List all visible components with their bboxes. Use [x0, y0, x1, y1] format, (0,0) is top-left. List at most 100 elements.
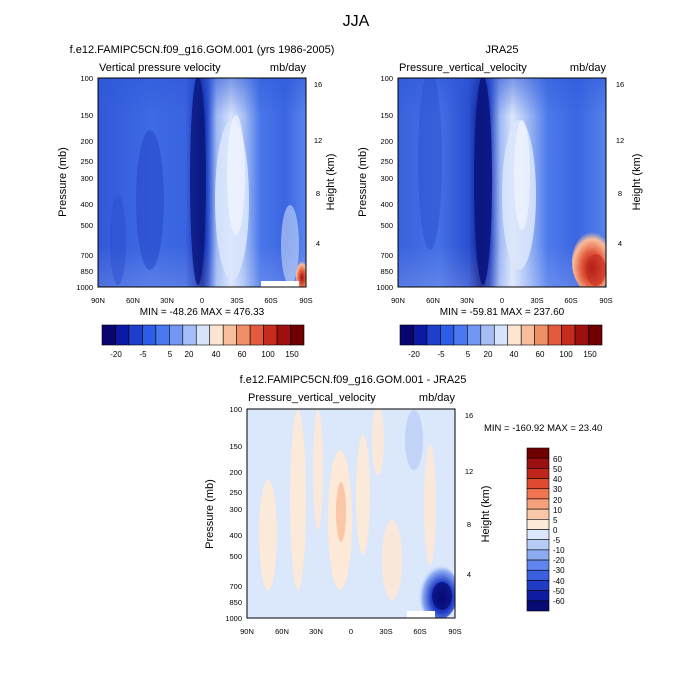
x-tick-label: 30S [379, 627, 392, 636]
colorbar-label: 40 [212, 350, 221, 359]
y-tick-label: 850 [380, 267, 393, 276]
y-tick-label: 700 [380, 251, 393, 260]
colorbar-label: -5 [437, 350, 445, 359]
y-tick-label: 100 [229, 405, 242, 414]
colorbar-label: -30 [553, 566, 565, 575]
colorbar-label: 20 [553, 496, 562, 505]
x-tick-label: 90S [299, 296, 312, 305]
x-tick-label: 30S [530, 296, 543, 305]
colorbar-swatch [426, 324, 441, 346]
contour-field [98, 78, 306, 287]
y-tick-label: 400 [80, 200, 93, 209]
panel-obs: JRA25 Pressure_vertical_velocity mb/day … [357, 44, 643, 359]
colorbar-swatch [526, 590, 550, 602]
height-tick-label: 16 [616, 80, 624, 89]
y-tick-label: 400 [229, 531, 242, 540]
colorbar-label: 5 [168, 350, 173, 359]
x-tick-label: 60N [275, 627, 289, 636]
x-tick-label: 60N [126, 296, 140, 305]
colorbar-swatch [290, 324, 305, 346]
y-tick-label: 300 [229, 505, 242, 514]
y-tick-label: 250 [80, 157, 93, 166]
y-tick-label: 300 [380, 174, 393, 183]
panel-model: f.e12.FAMIPC5CN.f09_g16.GOM.001 (yrs 198… [57, 44, 337, 359]
y-tick-label: 700 [80, 251, 93, 260]
y-tick-label: 400 [380, 200, 393, 209]
colorbar-swatch [101, 324, 116, 346]
colorbar-swatch [526, 519, 550, 530]
x-ticks: 90N 60N 30N 0 30S 60S 90S [240, 627, 462, 636]
y-tick-label: 100 [80, 74, 93, 83]
panel-difference: f.e12.FAMIPC5CN.f09_g16.GOM.001 - JRA25 … [204, 374, 602, 636]
height-tick-label: 12 [616, 136, 624, 145]
y-tick-label: 200 [80, 137, 93, 146]
contour-field [398, 78, 606, 287]
colorbar-label: 5 [553, 516, 558, 525]
y-tick-label: 100 [380, 74, 393, 83]
colorbar-swatch [249, 324, 264, 346]
colorbar-label: 50 [553, 465, 562, 474]
colorbar-label: -10 [553, 546, 565, 555]
y-tick-label: 850 [80, 267, 93, 276]
panel-subtitle-right: mb/day [270, 62, 307, 74]
colorbar-labels: -20 -5 5 20 40 60 100 150 [408, 350, 597, 359]
colorbar-swatch [182, 324, 197, 346]
x-tick-label: 90S [448, 627, 461, 636]
colorbar-swatch [195, 324, 211, 346]
colorbar-label: -40 [553, 577, 565, 586]
x-ticks: 90N 60N 30N 0 30S 60S 90S [91, 296, 313, 305]
colorbar-swatch [588, 324, 603, 346]
colorbar-swatch [526, 549, 550, 561]
colorbar-label: 150 [285, 350, 299, 359]
colorbar-swatch [128, 324, 143, 346]
x-tick-label: 0 [500, 296, 504, 305]
y-tick-label: 500 [229, 552, 242, 561]
height-tick-label: 12 [465, 467, 473, 476]
colorbar-label: 40 [510, 350, 519, 359]
panel-subtitle-left: Pressure_vertical_velocity [248, 392, 376, 404]
panel-title: f.e12.FAMIPC5CN.f09_g16.GOM.001 - JRA25 [240, 374, 467, 386]
colorbar-swatch [222, 324, 237, 346]
contour-field [247, 409, 455, 618]
colorbar-swatch [276, 324, 291, 346]
x-ticks: 90N 60N 30N 0 30S 60S 90S [391, 296, 613, 305]
y-ticks-left: 100 150 200 250 300 400 500 700 850 1000 [225, 405, 242, 623]
height-tick-label: 4 [467, 570, 471, 579]
colorbar-swatch [574, 324, 589, 346]
colorbar-label: 20 [484, 350, 493, 359]
height-tick-label: 4 [618, 239, 622, 248]
height-tick-label: 16 [314, 80, 322, 89]
x-tick-label: 30N [309, 627, 323, 636]
x-tick-label: 60S [564, 296, 577, 305]
y-tick-label: 150 [380, 111, 393, 120]
colorbar-swatch [520, 324, 535, 346]
y-tick-label: 500 [380, 221, 393, 230]
panel-subtitle-left: Pressure_vertical_velocity [399, 62, 527, 74]
colorbar-label: 20 [185, 350, 194, 359]
height-tick-label: 8 [467, 520, 471, 529]
y-tick-label: 1000 [225, 614, 242, 623]
colorbar-swatch [115, 324, 130, 346]
colorbar-swatch [413, 324, 428, 346]
colorbar-swatch [526, 457, 550, 469]
y-tick-label: 500 [80, 221, 93, 230]
min-max-stats: MIN = -48.26 MAX = 476.33 [140, 307, 265, 318]
colorbar-swatch [526, 539, 550, 551]
x-tick-label: 90N [240, 627, 254, 636]
colorbar-label: -60 [553, 597, 565, 606]
x-tick-label: 60S [413, 627, 426, 636]
colorbar-swatch [236, 324, 251, 346]
colorbar-label: 60 [536, 350, 545, 359]
y-tick-label: 200 [380, 137, 393, 146]
y-tick-label: 300 [80, 174, 93, 183]
y-tick-label: 1000 [376, 283, 393, 292]
colorbar-swatch [209, 324, 224, 346]
y-axis-label: Pressure (mb) [57, 147, 69, 217]
colorbar-swatch [526, 559, 550, 571]
x-tick-label: 90S [599, 296, 612, 305]
x-tick-label: 30N [460, 296, 474, 305]
colorbar-swatch [169, 324, 184, 346]
y-tick-label: 150 [229, 442, 242, 451]
colorbar-label: -5 [139, 350, 147, 359]
y-axis-label: Pressure (mb) [204, 479, 216, 549]
